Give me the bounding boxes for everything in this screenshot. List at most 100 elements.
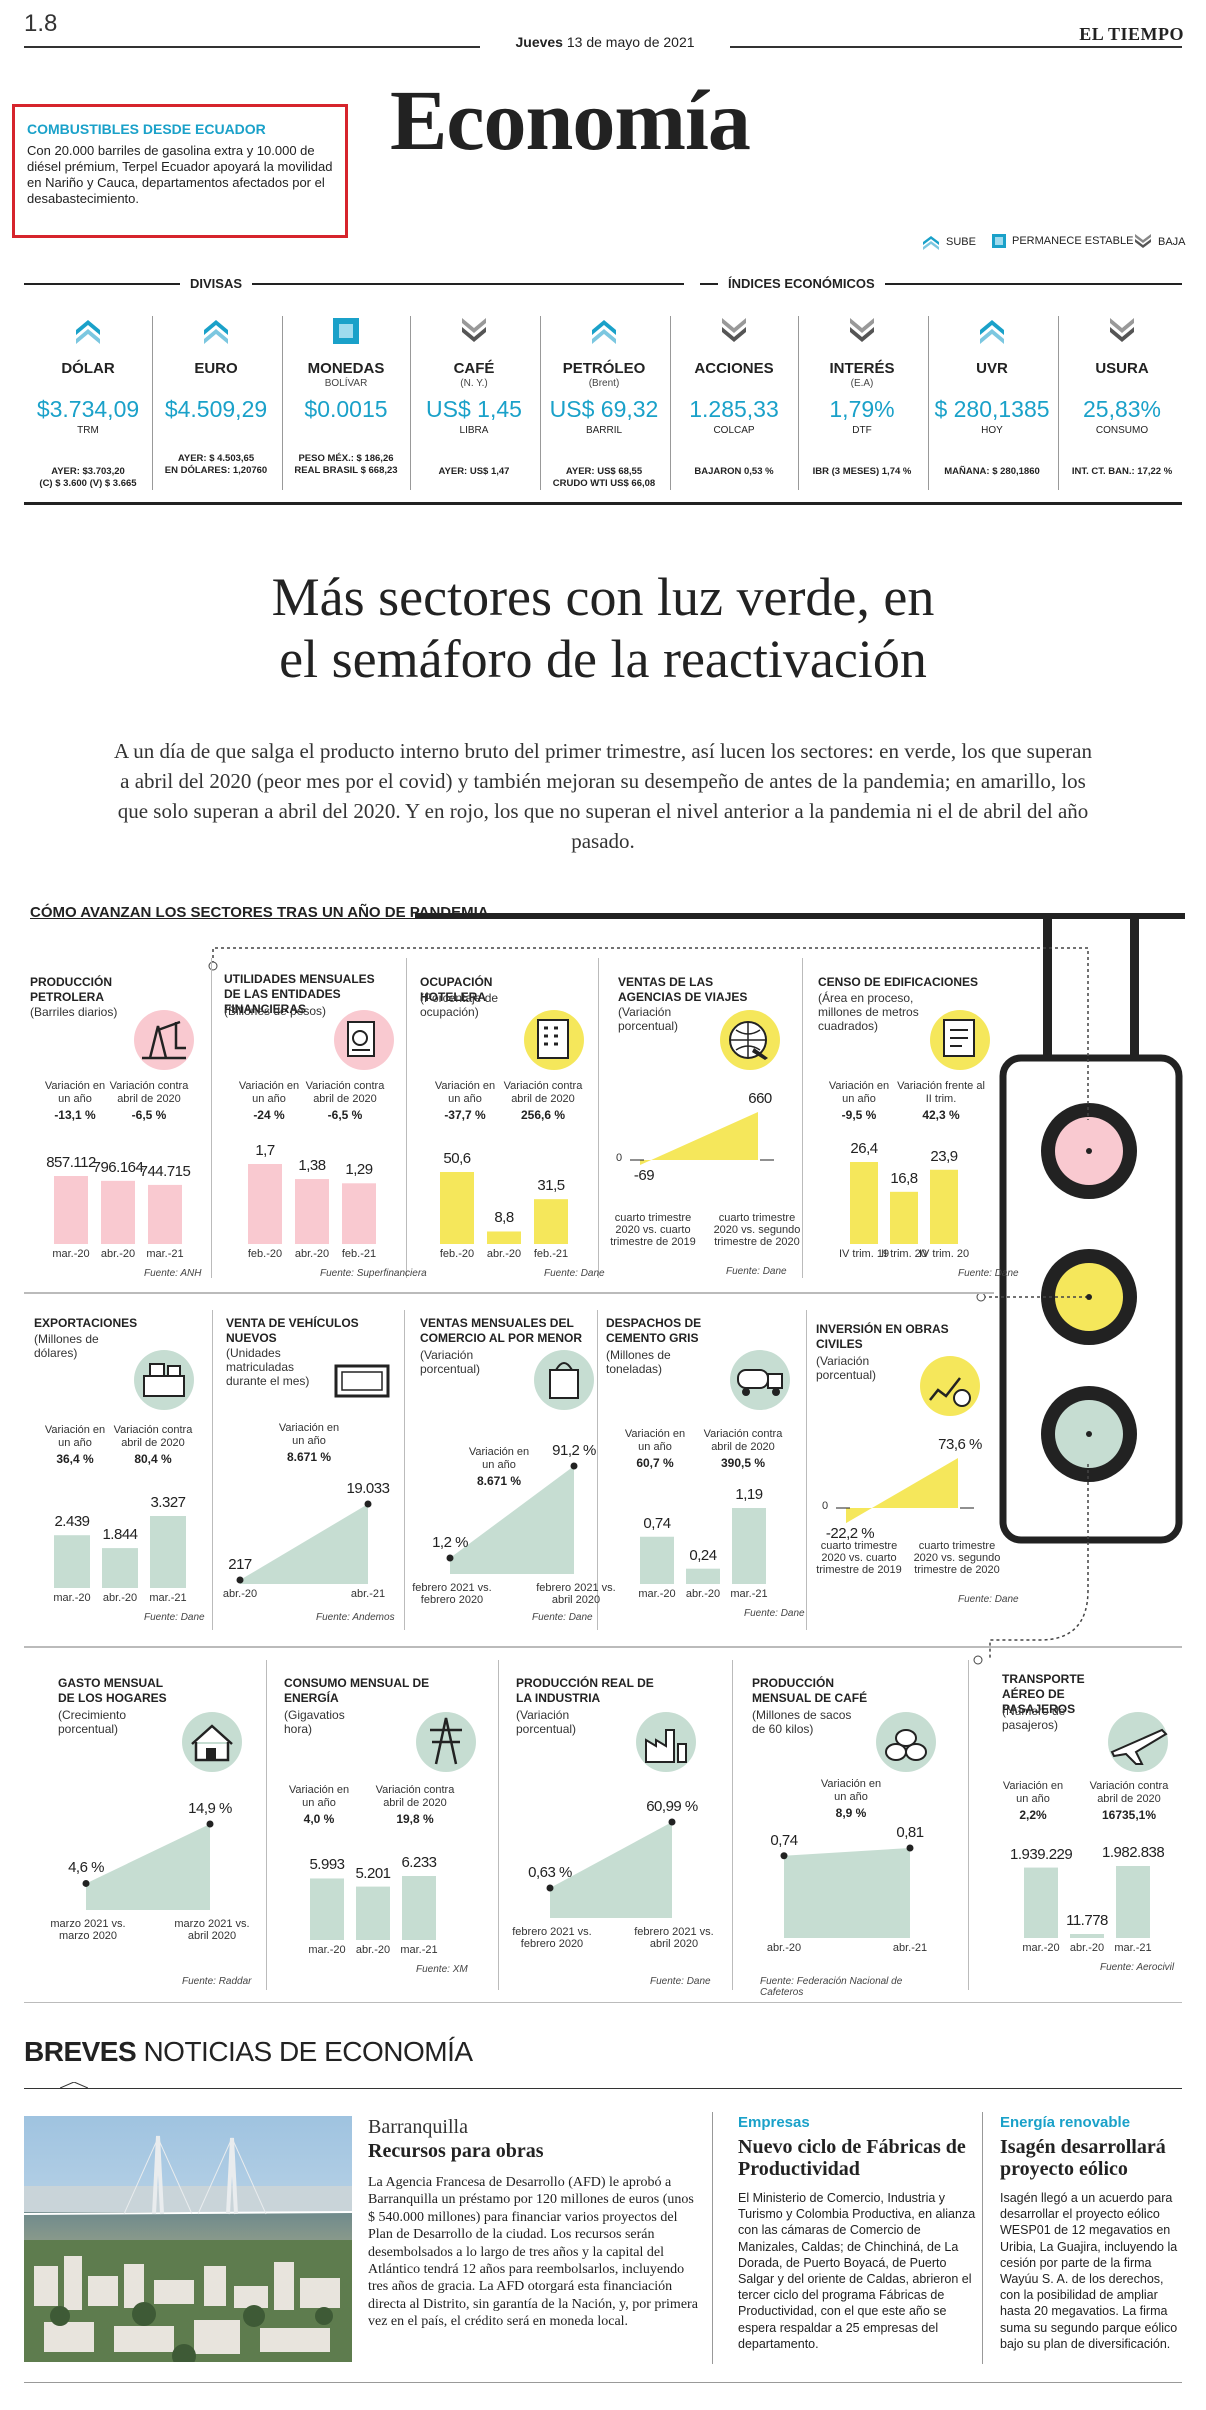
energia-variation-year-label: Variación en un año xyxy=(288,1784,350,1809)
cafe-point-end xyxy=(906,1844,914,1852)
indices-rule xyxy=(700,283,1182,285)
hotelera-bar-label: 50,6 xyxy=(443,1150,471,1167)
cemento-tick: mar.-21 xyxy=(730,1588,768,1600)
edificaciones-bar-label: 23,9 xyxy=(930,1147,958,1165)
energia-bar xyxy=(402,1876,436,1940)
cemento-bar-label: 0,24 xyxy=(689,1546,717,1564)
industria-point-end xyxy=(668,1818,676,1826)
cafe-title: PRODUCCIÓN MENSUAL DE CAFÉ xyxy=(752,1676,868,1705)
airplane-icon xyxy=(1108,1712,1168,1772)
cemento-bar xyxy=(686,1568,720,1584)
indicator-footnote: AYER: $ 4.503,65 EN DÓLARES: 1,20760 xyxy=(164,453,268,476)
hotelera-bar xyxy=(534,1199,568,1244)
indicator-value: $ 280,1385 xyxy=(934,396,1050,422)
news-main-city: Barranquilla xyxy=(368,2116,468,2138)
energia-tick: abr.-20 xyxy=(355,1944,391,1956)
viajes-zero-label: 0 xyxy=(615,1152,623,1164)
utilidades-tick: abr.-20 xyxy=(294,1248,330,1260)
promo-box[interactable]: COMBUSTIBLES DESDE ECUADOR Con 20.000 ba… xyxy=(12,104,348,238)
hotelera-bar-label: 31,5 xyxy=(537,1177,565,1195)
industry-factory-icon xyxy=(636,1712,696,1772)
traffic-light-icon xyxy=(999,913,1183,1544)
energia-bar-label: 5.993 xyxy=(309,1856,345,1874)
vehiculos-source: Fuente: Andemos xyxy=(316,1612,395,1623)
hotelera-title: OCUPACIÓN HOTELERA xyxy=(420,975,493,1004)
aereo-bar-label: 11.778 xyxy=(1066,1912,1108,1929)
indicator-footnote: PESO MÉX.: $ 186,26 REAL BRASIL $ 668,23 xyxy=(294,453,398,476)
petroleo-title: PRODUCCIÓN PETROLERA xyxy=(30,975,113,1004)
viajes-positive-area xyxy=(651,1112,758,1160)
edificaciones-bar xyxy=(890,1191,918,1244)
obras-high-label: 73,6 % xyxy=(938,1436,982,1453)
header-rule-right xyxy=(730,46,1182,48)
comercio-source: Fuente: Dane xyxy=(532,1612,593,1623)
viajes-subtitle: (Variación porcentual) xyxy=(618,1005,679,1033)
aereo-source: Fuente: Aerocivil xyxy=(1100,1962,1175,1973)
petroleo-subtitle: (Barriles diarios) xyxy=(30,1005,118,1019)
indicator-footnote: INT. CT. BAN.: 17,22 % xyxy=(1071,466,1173,477)
hogares-tick: marzo 2021 vs. abril 2020 xyxy=(174,1918,250,1942)
comercio-low-label: 1,2 % xyxy=(432,1534,468,1551)
news-main-title[interactable]: Recursos para obras xyxy=(368,2140,544,2162)
utilidades-variation-april-label: Variación contra abril de 2020 xyxy=(305,1080,385,1105)
cemento-bar-label: 0,74 xyxy=(643,1514,671,1532)
industria-low-label: 0,63 % xyxy=(528,1864,572,1881)
petroleo-variation-year: -13,1 % xyxy=(54,1108,96,1122)
industria-subtitle: (Variación porcentual) xyxy=(516,1708,577,1736)
energia-variation-april-label: Variación contra abril de 2020 xyxy=(375,1784,455,1809)
exportaciones-bar-label: 3.327 xyxy=(150,1494,186,1511)
indicator-separator xyxy=(798,316,799,490)
shopping-bag-icon xyxy=(534,1350,594,1410)
footer-rule xyxy=(24,2382,1182,2383)
down-arrow-icon xyxy=(850,318,874,342)
exportaciones-variation-april-label: Variación contra abril de 2020 xyxy=(113,1424,193,1449)
globe-plane-icon xyxy=(720,1010,780,1070)
utilidades-tick: feb.-21 xyxy=(341,1248,377,1260)
hogares-area xyxy=(86,1824,210,1910)
indicator-name: ACCIONES xyxy=(694,360,774,377)
petroleo-bar xyxy=(54,1176,88,1244)
aereo-bar-label: 1.939.229 xyxy=(1010,1845,1073,1863)
down-arrow-icon xyxy=(1135,234,1151,248)
legend-up: SUBE xyxy=(922,234,976,250)
indicator-value: 1.285,33 xyxy=(689,396,779,422)
petroleo-bar xyxy=(148,1184,182,1244)
utilidades-title: UTILIDADES MENSUALES DE LAS ENTIDADES FI… xyxy=(224,972,375,1016)
cemento-title: DESPACHOS DE CEMENTO GRIS xyxy=(606,1316,702,1345)
edificaciones-bar xyxy=(850,1162,878,1244)
aereo-title: TRANSPORTE AÉREO DE PASAJEROS xyxy=(1002,1672,1085,1716)
breves-rule xyxy=(24,2088,1182,2089)
edificaciones-bar-label: 26,4 xyxy=(850,1140,878,1157)
section-divider xyxy=(24,502,1182,505)
indicator-value: US$ 1,45 xyxy=(426,396,522,422)
vehiculos-variation-year-label: Variación en un año xyxy=(278,1422,340,1447)
obras-zero-label: 0 xyxy=(821,1500,829,1512)
growth-chart-coin-icon xyxy=(920,1356,980,1416)
indicator-value: $0.0015 xyxy=(304,396,388,422)
article-headline: Más sectores con luz verde, en el semáfo… xyxy=(271,567,935,689)
energia-variation-april: 19,8 % xyxy=(396,1812,434,1826)
indices-label: ÍNDICES ECONÓMICOS xyxy=(718,276,885,291)
up-arrow-icon xyxy=(923,236,939,250)
indicator-monedas: MONEDAS BOLÍVAR $0.0015 PESO MÉX.: $ 186,26… xyxy=(282,316,410,490)
news-energia-title[interactable]: Isagén desarrollará proyecto eólico xyxy=(1000,2136,1166,2180)
utilidades-bar-label: 1,7 xyxy=(255,1142,275,1159)
breves-heading: BREVES NOTICIAS DE ECONOMÍA xyxy=(24,2036,473,2067)
edificaciones-variation-year: -9,5 % xyxy=(841,1108,877,1122)
indicator-sub: (N. Y.) xyxy=(460,378,488,389)
news-empresas-title[interactable]: Nuevo ciclo de Fábricas de Productividad xyxy=(738,2136,966,2180)
cemento-bar xyxy=(640,1536,674,1584)
news-energia-body: Isagén llegó a un acuerdo para desarroll… xyxy=(1000,2191,1178,2351)
promo-title: COMBUSTIBLES DESDE ECUADOR xyxy=(27,121,266,137)
viajes-source: Fuente: Dane xyxy=(726,1266,787,1277)
indicator-uvr: UVR $ 280,1385 HOY MAÑANA: $ 280,1860 xyxy=(928,316,1056,490)
comercio-tick: febrero 2021 vs. febrero 2020 xyxy=(412,1582,492,1606)
industria-title: PRODUCCIÓN REAL DE LA INDUSTRIA xyxy=(516,1676,654,1705)
indicator-footnote: IBR (3 MESES) 1,74 % xyxy=(812,466,912,477)
industria-area xyxy=(550,1822,672,1918)
exportaciones-variation-april: 80,4 % xyxy=(134,1452,172,1466)
house-icon xyxy=(182,1712,242,1772)
obras-tick: cuarto trimestre 2020 vs. segundo trimes… xyxy=(913,1540,1001,1576)
down-arrow-icon xyxy=(462,318,486,342)
